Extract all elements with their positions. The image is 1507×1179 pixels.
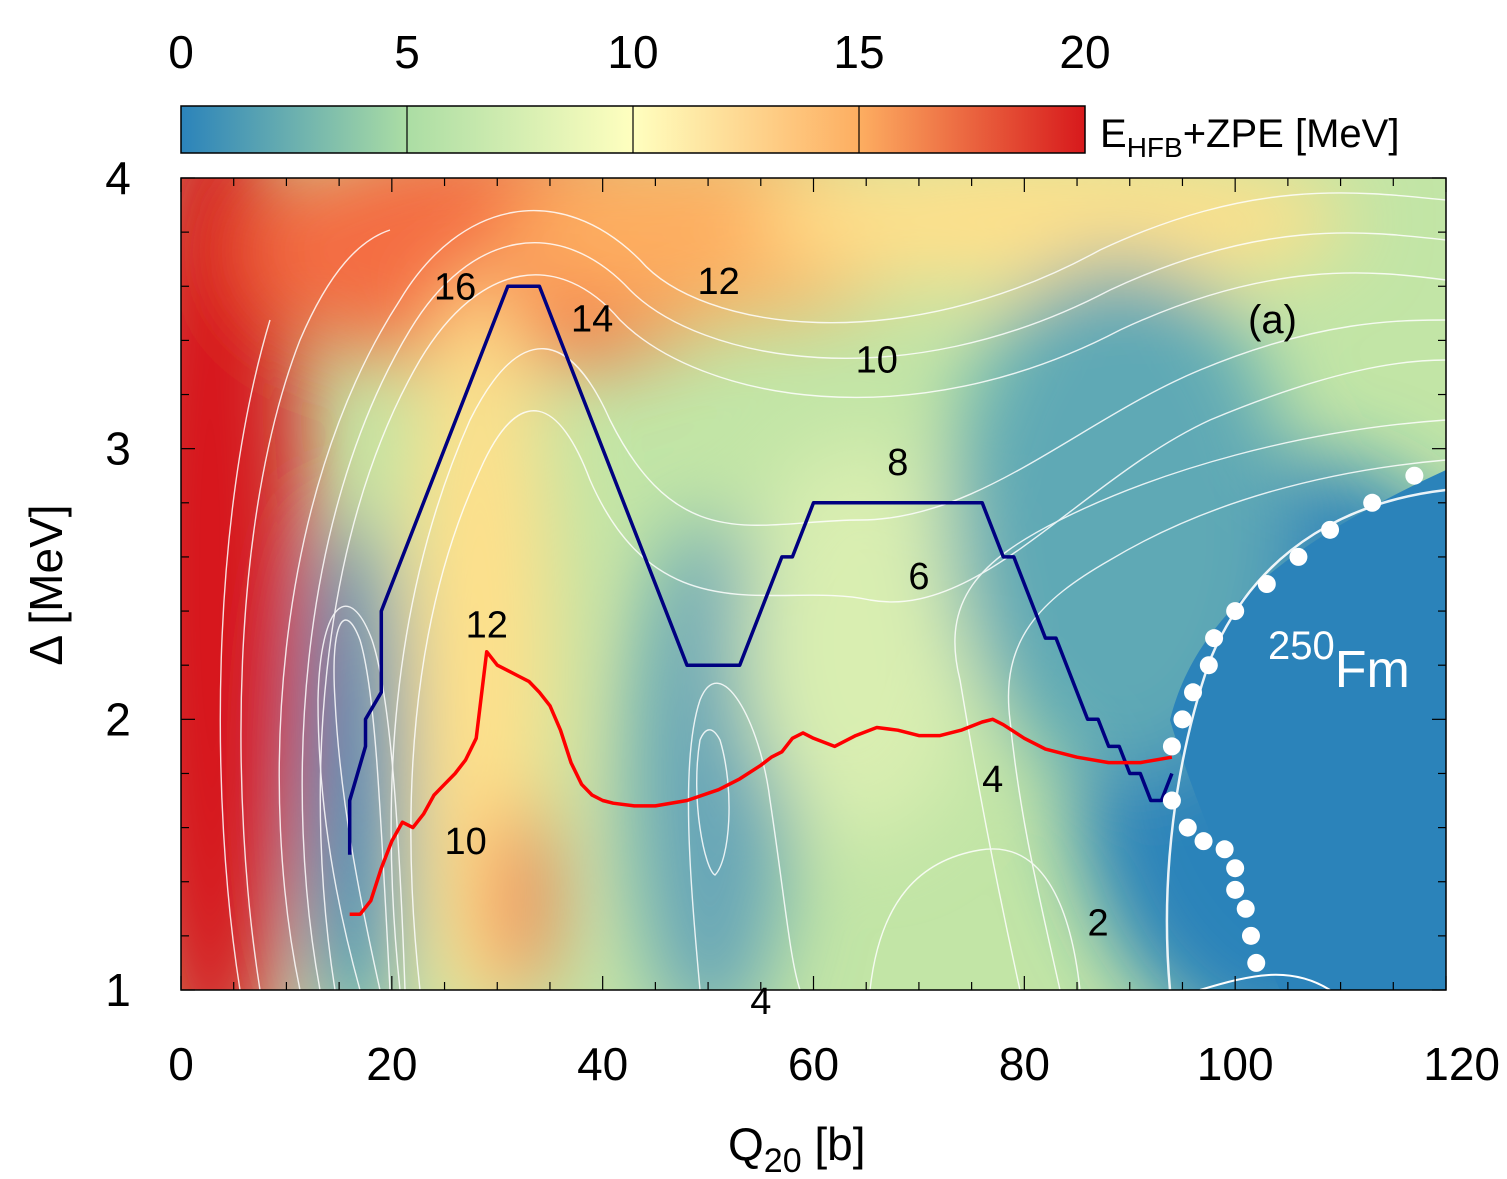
white-point: [1226, 602, 1245, 621]
contour-label: 10: [444, 821, 486, 863]
white-point: [1247, 953, 1266, 972]
y-tick-label: 3: [105, 423, 131, 475]
white-point: [1321, 520, 1340, 539]
white-point: [1257, 575, 1276, 593]
contour-label: 4: [982, 759, 1003, 801]
white-point: [1405, 466, 1424, 485]
white-point: [1184, 683, 1202, 702]
y-tick-labels: 1 2 3 4: [105, 152, 131, 1016]
white-point: [1363, 493, 1382, 512]
colorbar-label: EHFB+ZPE [MeV]: [1100, 112, 1399, 163]
contour-label: 8: [887, 442, 908, 484]
contour-label: 12: [697, 261, 739, 303]
x-tick-label: 120: [1423, 1038, 1500, 1090]
white-point: [1226, 880, 1245, 899]
white-point: [1194, 832, 1213, 851]
white-point: [1178, 818, 1197, 837]
contour-label: 10: [856, 339, 898, 381]
x-axis-label: Q20 [b]: [728, 1118, 866, 1179]
colorbar-tick-label: 5: [394, 26, 420, 78]
x-tick-labels: 0 20 40 60 80 100 120: [168, 1038, 1500, 1090]
white-point: [1226, 859, 1245, 878]
colorbar-tick-label: 10: [607, 26, 658, 78]
axis-ticks: [180, 177, 1447, 991]
panel-label: (a): [1248, 298, 1297, 342]
contour-label: 4: [750, 981, 771, 1023]
blue-path-line: [347, 284, 1174, 855]
white-point: [1236, 899, 1255, 918]
data-curves: [347, 284, 1424, 972]
colorbar-ticks: 0 5 10 15 20: [168, 26, 1111, 153]
y-axis-label: Δ [MeV]: [20, 504, 72, 665]
red-path-line: [349, 649, 1173, 916]
x-tick-label: 100: [1197, 1038, 1274, 1090]
white-point: [1205, 629, 1224, 648]
y-tick-label: 4: [105, 152, 131, 204]
colorbar: 0 5 10 15 20 EHFB+ZPE [MeV]: [168, 26, 1399, 163]
colorbar-tick-label: 20: [1059, 26, 1110, 78]
x-tick-label: 60: [788, 1038, 839, 1090]
x-tick-label: 0: [168, 1038, 194, 1090]
x-tick-label: 40: [577, 1038, 628, 1090]
contour-labels: 16 14 12 10 8 6 4 2 12 10 4: [434, 261, 1109, 1023]
white-point: [1289, 547, 1308, 566]
contour-label: 2: [1088, 902, 1109, 944]
colorbar-tick-label: 0: [168, 26, 194, 78]
contour-label: 12: [466, 605, 508, 647]
y-tick-label: 1: [105, 964, 131, 1016]
contour-label: 6: [908, 556, 929, 598]
white-point: [1215, 840, 1234, 859]
nucleus-label: 250Fm: [1268, 624, 1410, 699]
colorbar-tick-label: 15: [833, 26, 884, 78]
white-point: [1162, 791, 1181, 810]
white-point: [1162, 737, 1181, 756]
white-point: [1241, 926, 1260, 945]
white-point: [1199, 656, 1218, 675]
x-tick-label: 80: [999, 1038, 1050, 1090]
white-point: [1173, 710, 1192, 729]
contour-label: 14: [571, 299, 613, 341]
x-tick-label: 20: [366, 1038, 417, 1090]
heatmap: [181, 178, 1446, 990]
contour-label: 16: [434, 266, 476, 308]
y-tick-label: 2: [105, 693, 131, 745]
